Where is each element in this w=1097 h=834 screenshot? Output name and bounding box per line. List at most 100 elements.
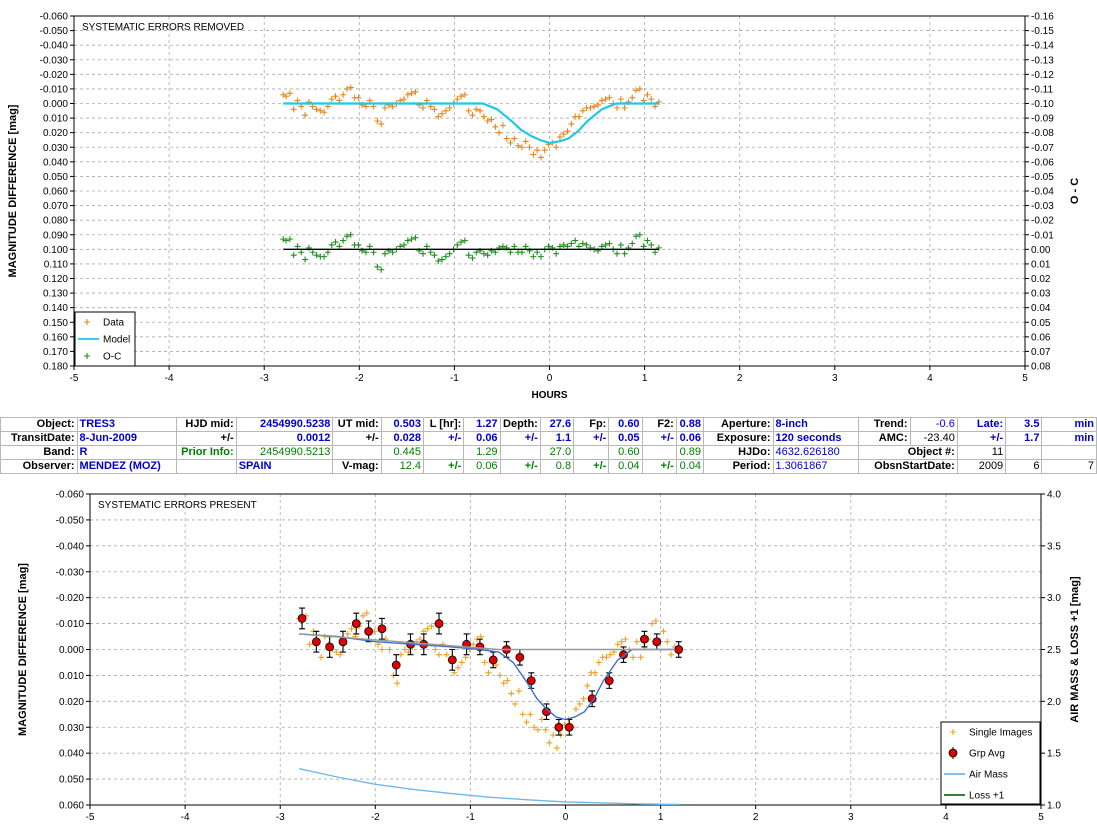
data-point bbox=[446, 250, 453, 257]
data-point bbox=[595, 101, 602, 108]
legend-label: Loss +1 bbox=[969, 791, 1005, 802]
series-model bbox=[283, 102, 659, 144]
observer-label: Observer: bbox=[0, 459, 78, 474]
y-tick-label: -0.010 bbox=[56, 619, 85, 630]
data-point bbox=[484, 252, 491, 259]
data-point bbox=[318, 654, 325, 661]
y-tick-label: 0.000 bbox=[43, 99, 68, 110]
data-point bbox=[572, 237, 579, 244]
data-point bbox=[363, 610, 370, 617]
data-point bbox=[302, 256, 309, 263]
x-tick-label: -5 bbox=[86, 812, 95, 823]
data-point bbox=[436, 651, 443, 658]
plot-marks bbox=[296, 607, 684, 805]
data-point bbox=[644, 237, 651, 244]
y-tick-label: -0.050 bbox=[40, 26, 69, 37]
data-point bbox=[580, 695, 587, 702]
l-value: 1.27 bbox=[463, 417, 501, 432]
data-point bbox=[556, 243, 563, 250]
data-point bbox=[587, 104, 594, 111]
x-tick-label: -2 bbox=[371, 812, 380, 823]
ut-value: 0.503 bbox=[380, 417, 425, 432]
depth-error: 1.1 bbox=[539, 431, 575, 446]
data-point bbox=[633, 87, 640, 94]
data-point bbox=[477, 107, 484, 114]
fp-value: 0.60 bbox=[608, 417, 643, 432]
prior-info-label: Prior Info: bbox=[176, 445, 237, 460]
y-tick-label: 0.020 bbox=[43, 128, 68, 139]
data-point bbox=[492, 123, 499, 130]
data-point bbox=[530, 253, 537, 260]
data-point bbox=[500, 680, 507, 687]
data-point bbox=[336, 243, 343, 250]
f2-error: 0.06 bbox=[675, 431, 705, 446]
data-point bbox=[617, 96, 624, 103]
y-tick-label: 0.100 bbox=[43, 245, 68, 256]
late-value: 3.5 bbox=[1005, 417, 1043, 432]
data-point bbox=[343, 85, 350, 92]
legend-marker bbox=[84, 353, 90, 359]
data-point bbox=[381, 250, 388, 257]
obs-start-label: ObsnStartDate: bbox=[858, 459, 958, 474]
group-average-point bbox=[526, 676, 536, 686]
y-tick-label: 0.150 bbox=[43, 318, 68, 329]
obs-year: 2009 bbox=[956, 459, 1007, 474]
y-axis-label: MAGNITUDE DIFFERENCE [mag] bbox=[7, 104, 19, 277]
trend-label: Trend: bbox=[858, 417, 911, 432]
data-point bbox=[439, 256, 446, 263]
prior-fp: 0.60 bbox=[608, 445, 643, 460]
data-point bbox=[542, 726, 549, 733]
data-point bbox=[664, 638, 671, 645]
data-point bbox=[359, 612, 366, 619]
data-point bbox=[537, 253, 544, 260]
data-point bbox=[602, 241, 609, 248]
depth-value: 27.6 bbox=[539, 417, 575, 432]
late-error: 1.7 bbox=[1005, 431, 1043, 446]
pm-ut: +/- bbox=[332, 431, 382, 446]
data-point bbox=[348, 625, 355, 632]
group-average-point bbox=[554, 722, 564, 732]
x-tick-label: 3 bbox=[848, 812, 854, 823]
amc-label: AMC: bbox=[858, 431, 911, 446]
pm-l: +/- bbox=[423, 431, 465, 446]
y-tick-label: 0.010 bbox=[59, 671, 84, 682]
group-average-point bbox=[488, 655, 498, 665]
data-point bbox=[462, 654, 469, 661]
data-point bbox=[541, 147, 548, 154]
data-point bbox=[324, 249, 331, 256]
data-point bbox=[461, 237, 468, 244]
data-point bbox=[621, 104, 628, 111]
data-point bbox=[404, 237, 411, 244]
legend: Single Images Grp Avg Air Mass Loss +1 bbox=[940, 721, 1041, 805]
data-point bbox=[606, 94, 613, 101]
obs-month: 6 bbox=[1005, 459, 1043, 474]
y-tick-label: 0.140 bbox=[43, 303, 68, 314]
info-table: Object: TRES3 HJD mid: 2454990.5238 UT m… bbox=[0, 417, 1097, 474]
data-point bbox=[515, 687, 522, 694]
y2-tick-label: -0.03 bbox=[1031, 201, 1054, 212]
data-point bbox=[606, 240, 613, 247]
l-label: L [hr]: bbox=[423, 417, 465, 432]
data-point bbox=[484, 118, 491, 124]
data-point bbox=[428, 623, 435, 630]
y-tick-label: 0.020 bbox=[59, 697, 84, 708]
data-point bbox=[576, 700, 583, 707]
data-point bbox=[473, 106, 480, 113]
x-tick-label: 1 bbox=[642, 373, 648, 384]
data-point bbox=[465, 107, 472, 114]
y-tick-label: 0.130 bbox=[43, 289, 68, 300]
plot-marks bbox=[280, 84, 662, 273]
data-point bbox=[504, 677, 511, 684]
y2-tick-label: -0.16 bbox=[1031, 12, 1054, 23]
group-average-point bbox=[351, 619, 361, 628]
x-tick-label: 2 bbox=[753, 812, 759, 823]
period-label: Period: bbox=[703, 459, 774, 474]
data-point bbox=[564, 128, 571, 135]
data-point bbox=[496, 672, 503, 679]
y2-tick-label: -0.09 bbox=[1031, 114, 1054, 125]
amc-value: -23.40 bbox=[909, 431, 958, 446]
legend-label: Grp Avg bbox=[969, 749, 1005, 760]
data-point bbox=[340, 91, 347, 98]
data-point bbox=[649, 620, 656, 627]
data-point bbox=[408, 236, 415, 243]
